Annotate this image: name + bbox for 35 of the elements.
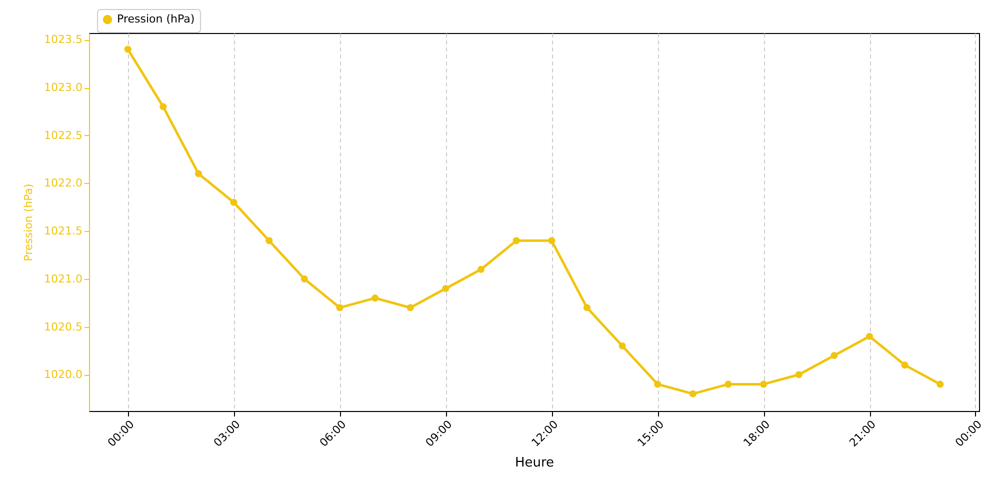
point: [336, 304, 344, 312]
point: [760, 380, 768, 388]
point: [618, 342, 626, 350]
point: [406, 304, 414, 312]
point: [230, 198, 238, 206]
point: [936, 380, 944, 388]
point: [654, 380, 662, 388]
y-tick-label: 1023.5: [44, 33, 82, 46]
point: [160, 103, 167, 110]
y-tick-label: 1021.0: [44, 272, 82, 286]
point: [442, 284, 450, 292]
point: [300, 275, 308, 282]
y-tick-label: 1023.0: [44, 81, 82, 94]
point: [901, 362, 908, 369]
y-tick-label: 1021.5: [44, 224, 82, 238]
point: [548, 237, 556, 244]
y-tick-label: 1020.5: [44, 320, 82, 334]
point: [583, 304, 591, 312]
point: [512, 237, 520, 244]
point: [477, 266, 485, 273]
point: [194, 170, 202, 178]
point: [266, 237, 273, 244]
y-axis-title: Pression (hPa): [22, 184, 36, 262]
point: [795, 371, 802, 378]
point: [724, 380, 732, 388]
legend-label: Pression (hPa): [117, 12, 195, 26]
y-tick-label: 1020.0: [44, 368, 82, 382]
point: [830, 352, 838, 360]
point: [124, 46, 132, 53]
point: [689, 390, 696, 398]
x-axis-title: Heure: [514, 456, 554, 471]
point: [372, 294, 379, 302]
y-tick-label: 1022.0: [44, 176, 82, 190]
point: [866, 332, 874, 340]
y-tick-label: 1022.5: [44, 128, 82, 142]
